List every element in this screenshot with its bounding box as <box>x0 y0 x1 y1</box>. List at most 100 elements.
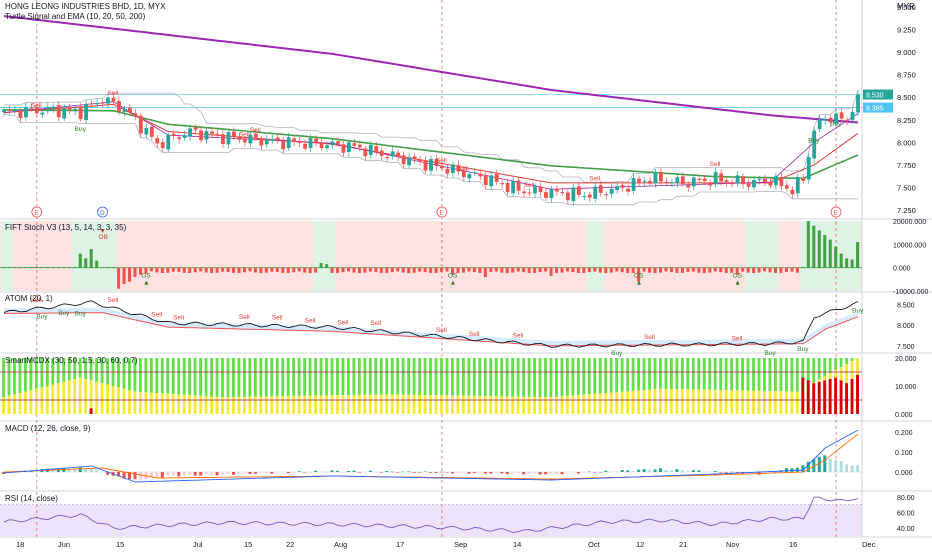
candle-body <box>609 188 614 194</box>
smartmcdx-yellow-bar <box>554 396 558 414</box>
macd-histogram-bar <box>325 471 329 473</box>
smartmcdx-yellow-bar <box>29 390 33 414</box>
stoch-histogram-bar <box>122 267 126 284</box>
macd-histogram-bar <box>801 465 805 472</box>
stoch-histogram-bar <box>357 267 361 274</box>
smartmcdx-green-bar <box>357 358 361 395</box>
candle-body <box>440 165 444 169</box>
smartmcdx-green-bar <box>204 358 208 397</box>
smartmcdx-green-bar <box>823 358 827 377</box>
smartmcdx-yellow-bar <box>773 391 777 414</box>
smartmcdx-green-bar <box>790 358 794 392</box>
candle-body <box>385 157 390 159</box>
macd-histogram-bar <box>188 472 192 475</box>
stoch-histogram-bar <box>560 267 564 273</box>
candle-body <box>215 133 220 135</box>
macd-histogram-bar <box>664 469 668 472</box>
smartmcdx-red-bar <box>856 374 859 414</box>
candle-body <box>297 140 302 144</box>
smartmcdx-green-bar <box>67 358 71 381</box>
stoch-tick-label: 20000.000 <box>893 219 926 226</box>
candle-body <box>34 107 39 114</box>
smartmcdx-green-bar <box>664 358 668 389</box>
stoch-histogram-bar <box>653 267 657 274</box>
candle-body <box>346 142 351 153</box>
stoch-histogram-bar <box>604 267 608 274</box>
macd-histogram-bar <box>440 471 444 473</box>
smartmcdx-yellow-bar <box>790 391 794 414</box>
price-tag-label: 8.385 <box>866 106 884 113</box>
candle-body <box>248 134 253 144</box>
candle-body <box>697 178 702 181</box>
candle-body <box>746 183 751 187</box>
stoch-histogram-bar <box>221 267 225 272</box>
candle-body <box>779 176 784 187</box>
stoch-histogram-bar <box>40 266 44 268</box>
macd-histogram-bar <box>456 472 460 473</box>
smartmcdx-green-bar <box>746 358 750 391</box>
smartmcdx-green-bar <box>253 358 257 397</box>
candle-body <box>51 106 56 109</box>
price-signal-label: Sell <box>107 90 118 97</box>
candle-body <box>374 146 379 152</box>
stoch-histogram-bar <box>456 267 460 274</box>
macd-histogram-bar <box>368 470 372 472</box>
stoch-ob-arrow <box>100 229 105 233</box>
candle-body <box>133 113 138 117</box>
stoch-histogram-bar <box>461 267 465 273</box>
smartmcdx-green-bar <box>319 358 323 396</box>
smartmcdx-yellow-bar <box>500 396 504 414</box>
macd-histogram-bar <box>51 469 55 472</box>
smartmcdx-yellow-bar <box>84 379 88 414</box>
smartmcdx-yellow-bar <box>620 391 624 414</box>
price-tick-label: 7.250 <box>897 206 916 215</box>
smartmcdx-green-bar <box>346 358 350 396</box>
rsi-line <box>3 496 859 533</box>
smartmcdx-yellow-bar <box>308 395 312 414</box>
candle-body <box>494 174 499 182</box>
smartmcdx-green-bar <box>779 358 783 392</box>
macd-histogram-bar <box>149 472 153 478</box>
smartmcdx-yellow-bar <box>95 381 99 414</box>
candle-body <box>642 180 647 182</box>
stoch-os-arrow <box>637 280 642 285</box>
stoch-histogram-bar <box>609 267 613 273</box>
smartmcdx-yellow-bar <box>374 394 378 414</box>
smartmcdx-green-bar <box>259 358 263 397</box>
smartmcdx-yellow-bar <box>232 397 235 414</box>
stoch-histogram-bar <box>620 267 624 273</box>
macd-histogram-bar <box>494 472 498 473</box>
smartmcdx-yellow-bar <box>13 394 16 414</box>
smartmcdx-yellow-bar <box>51 384 55 414</box>
stoch-histogram-bar <box>73 266 77 268</box>
stoch-histogram-bar <box>374 267 378 273</box>
candle-body <box>724 180 729 183</box>
atom-band <box>4 307 858 346</box>
stoch-histogram-bar <box>582 267 586 273</box>
stoch-histogram-bar <box>325 264 329 268</box>
candle-body <box>691 177 696 187</box>
smartmcdx-yellow-bar <box>379 394 383 414</box>
smartmcdx-yellow-bar <box>292 395 296 414</box>
macd-histogram-bar <box>544 472 548 475</box>
macd-histogram-bar <box>253 472 257 474</box>
x-tick-label: 14 <box>513 540 521 549</box>
smartmcdx-yellow-bar <box>210 396 213 414</box>
smartmcdx-yellow-bar <box>363 394 367 414</box>
smartmcdx-yellow-bar <box>352 394 356 414</box>
smartmcdx-green-bar <box>533 358 536 397</box>
smartmcdx-green-bar <box>773 358 777 392</box>
smartmcdx-green-bar <box>275 358 279 397</box>
rsi-panel-label: RSI (14, close) <box>5 494 58 503</box>
macd-histogram-bar <box>549 472 553 474</box>
smartmcdx-red-bar <box>834 377 838 414</box>
stoch-histogram-bar <box>697 267 701 273</box>
x-tick-label: 21 <box>679 540 687 549</box>
price-tag-box <box>863 89 893 100</box>
candle-body <box>7 109 12 111</box>
candle-body <box>817 119 822 130</box>
smartmcdx-green-bar <box>286 358 290 397</box>
smartmcdx-green-bar <box>144 358 148 393</box>
